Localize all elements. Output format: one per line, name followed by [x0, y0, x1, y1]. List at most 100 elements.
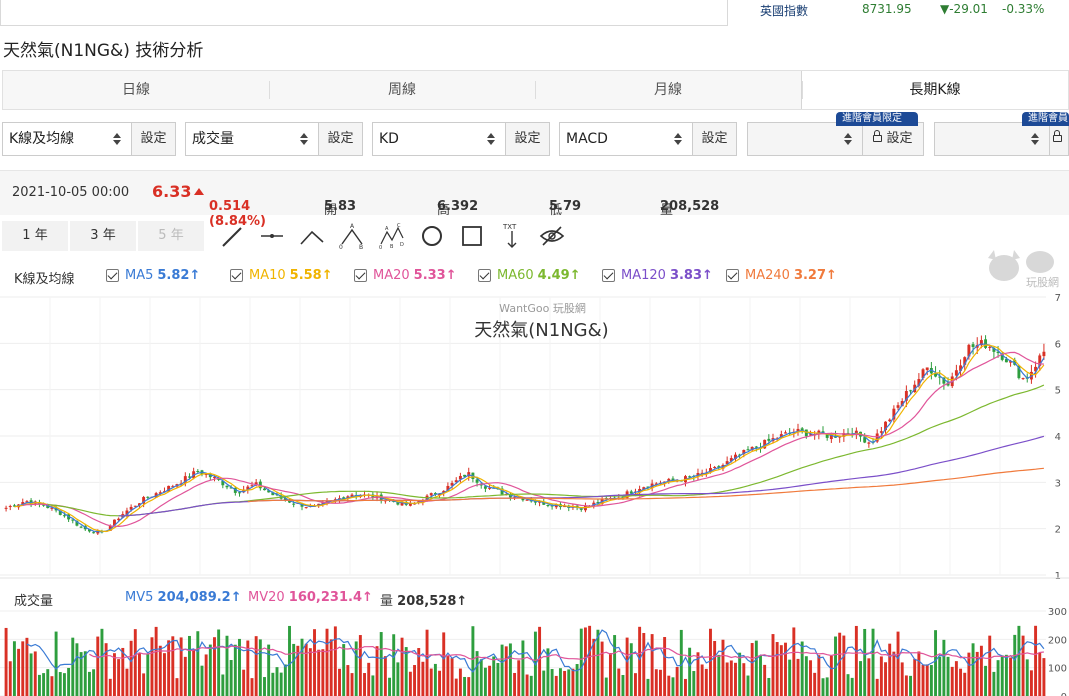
tab-weekly[interactable]: 周線 — [269, 71, 535, 109]
candle-body — [112, 519, 116, 526]
ticker-name[interactable]: 英國指數 — [760, 4, 809, 18]
volume-bar — [909, 675, 912, 696]
volume-bar — [913, 658, 917, 696]
kd-select[interactable]: KD — [372, 122, 505, 156]
ticker-value: 8731.95 — [862, 2, 912, 16]
volume-bar — [483, 667, 487, 696]
volume-bar — [467, 677, 471, 696]
checkbox-icon[interactable] — [726, 269, 739, 282]
volume-bar — [475, 651, 479, 696]
lock-icon — [1053, 130, 1062, 142]
ma10-toggle[interactable]: MA10 5.58↑ — [230, 268, 333, 283]
volume-bar — [679, 629, 683, 696]
candle-body — [475, 479, 479, 483]
candle-body — [225, 485, 229, 488]
volume-settings-button[interactable]: 設定 — [318, 122, 363, 156]
volume-bar — [617, 668, 621, 696]
kline-select[interactable]: K線及均線 — [2, 122, 131, 156]
candle-body — [167, 485, 171, 492]
volume-bar — [1009, 657, 1013, 696]
checkbox-icon[interactable] — [354, 269, 367, 282]
volume-bar — [767, 677, 771, 696]
abc-pattern-tool-icon[interactable]: A 0 B — [339, 222, 365, 251]
candle-body — [779, 434, 783, 438]
candle-body — [963, 357, 967, 365]
candle-body — [829, 434, 833, 440]
volume-bar — [942, 639, 946, 696]
y-tick-label: 2 — [1055, 525, 1061, 536]
volume-bar — [367, 662, 371, 696]
candle-body — [825, 434, 829, 438]
ticker-change: ▼-29.01 — [940, 2, 988, 16]
volume-bar — [988, 635, 992, 696]
locked-settings-button-1[interactable]: 設定 — [862, 122, 924, 156]
angle-tool-icon[interactable] — [299, 222, 325, 250]
volume-bar — [854, 625, 858, 696]
macd-settings-button[interactable]: 設定 — [692, 122, 737, 156]
macd-select[interactable]: MACD — [559, 122, 692, 156]
period-1y-button[interactable]: 1 年 — [2, 221, 68, 251]
svg-text:B: B — [390, 244, 394, 250]
index-ticker[interactable]: 英國指數 8731.95 ▼-29.01 -0.33% — [760, 2, 1044, 19]
volume-bar — [1029, 670, 1033, 696]
kline-settings-button[interactable]: 設定 — [131, 122, 176, 156]
period-5y-button[interactable]: 5 年 — [138, 221, 204, 251]
rectangle-tool-icon[interactable] — [459, 222, 485, 250]
text-tool-icon[interactable]: TXT — [499, 222, 525, 250]
tab-monthly[interactable]: 月線 — [535, 71, 801, 109]
ma240-toggle[interactable]: MA240 3.27↑ — [726, 268, 837, 283]
period-3y-button[interactable]: 3 年 — [70, 221, 136, 251]
hide-tool-icon[interactable] — [539, 222, 565, 250]
horizontal-line-tool-icon[interactable] — [259, 222, 285, 250]
checkbox-icon[interactable] — [106, 269, 119, 282]
volume-bar — [792, 627, 796, 696]
checkbox-icon[interactable] — [230, 269, 243, 282]
locked-settings-button-2[interactable] — [1049, 122, 1069, 156]
price-chart[interactable]: 7 6 5 4 3 2 1 300 200 100 0 — [0, 293, 1069, 696]
volume-bar — [775, 642, 779, 696]
volume-bar — [959, 668, 963, 696]
candle-body — [50, 507, 54, 509]
locked-select-1[interactable] — [747, 122, 862, 156]
volume-bar — [433, 663, 437, 696]
ma120-toggle[interactable]: MA120 3.83↑ — [602, 268, 713, 283]
volume-bar — [554, 675, 558, 696]
volume-bar — [146, 653, 150, 696]
volume-bar — [979, 645, 983, 696]
candle-body — [667, 478, 671, 482]
circle-tool-icon[interactable] — [419, 222, 445, 250]
volume-bar — [463, 676, 467, 696]
ma5-toggle[interactable]: MA5 5.82↑ — [106, 268, 200, 283]
y-tick-label: 1 — [1055, 571, 1061, 582]
volume-bar — [229, 660, 233, 696]
volume-bar — [954, 661, 958, 696]
top-search-box[interactable] — [0, 0, 728, 26]
line-tool-icon[interactable] — [219, 222, 245, 250]
volume-bar — [1021, 635, 1025, 696]
volume-bar — [850, 677, 854, 696]
volume-bar — [413, 665, 417, 696]
period-tabs: 日線 周線 月線 長期K線 — [2, 70, 1069, 110]
checkbox-icon[interactable] — [478, 269, 491, 282]
locked-select-2[interactable] — [934, 122, 1049, 156]
candle-body — [709, 468, 712, 473]
ma20-toggle[interactable]: MA20 5.33↑ — [354, 268, 457, 283]
volume-bar — [996, 660, 1000, 696]
ma60-toggle[interactable]: MA60 4.49↑ — [478, 268, 581, 283]
candle-body — [546, 504, 550, 506]
candle-body — [125, 510, 129, 516]
volume-bar — [50, 676, 54, 696]
volume-select[interactable]: 成交量 — [185, 122, 318, 156]
volume-bar — [563, 670, 567, 696]
candle-body — [396, 502, 400, 505]
tab-daily[interactable]: 日線 — [122, 82, 150, 98]
candle-body — [888, 419, 892, 422]
tab-long-term-k[interactable]: 長期K線 — [801, 71, 1068, 109]
kd-settings-button[interactable]: 設定 — [505, 122, 550, 156]
volume-tick-label: 100 — [1048, 664, 1067, 675]
checkbox-icon[interactable] — [602, 269, 615, 282]
volume-bar — [4, 627, 8, 696]
volume-bar — [992, 671, 996, 696]
volume-bar — [804, 656, 808, 696]
